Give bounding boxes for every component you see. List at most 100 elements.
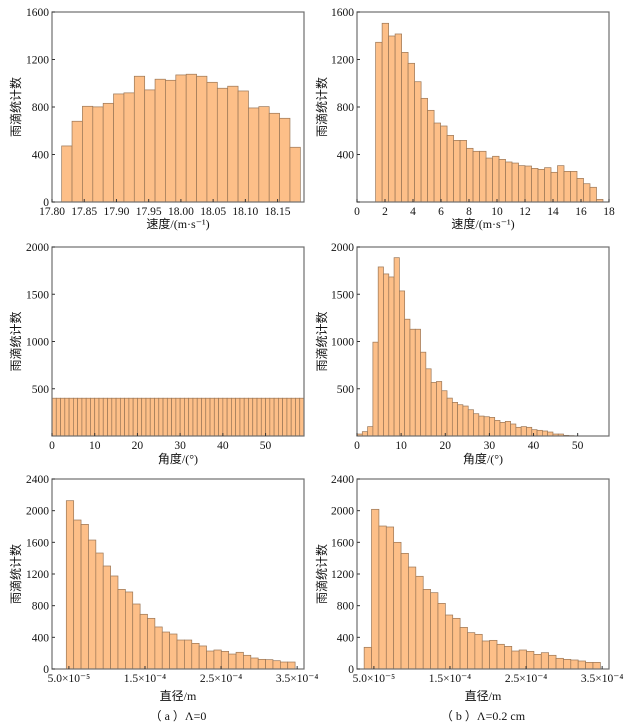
x-tick-label: 18.15 — [265, 206, 291, 218]
histogram-bar — [228, 653, 237, 670]
x-tick-label: 0 — [354, 206, 360, 218]
y-tick-label: 800 — [32, 102, 50, 114]
y-axis-title: 雨滴统计数 — [314, 77, 329, 137]
histogram-bar — [139, 613, 148, 670]
histogram-bar — [154, 626, 163, 670]
histogram-bar — [147, 617, 156, 670]
histogram-bar — [381, 22, 389, 203]
histogram-bar — [258, 106, 270, 203]
histogram-bar — [256, 397, 262, 437]
histogram-bar — [446, 397, 453, 437]
histogram-bar — [375, 41, 383, 203]
x-tick-label: 20 — [132, 440, 144, 452]
histogram-bar — [415, 575, 424, 670]
y-tick-label: 1200 — [26, 569, 49, 581]
y-tick-label: 1600 — [26, 537, 49, 549]
histogram-bar — [408, 566, 417, 670]
y-tick-label: 1200 — [331, 569, 354, 581]
histogram-bar — [55, 397, 61, 437]
histogram-bar — [478, 415, 485, 437]
histogram-bar — [218, 397, 224, 437]
histogram-bar — [457, 404, 464, 437]
histogram-bar — [494, 420, 501, 437]
histogram-bar — [473, 413, 480, 437]
histogram-bar — [132, 603, 141, 670]
histogram-bar — [383, 273, 390, 437]
histogram-bar — [61, 145, 73, 203]
histogram-bar — [171, 397, 177, 437]
y-tick-label: 2000 — [26, 242, 49, 254]
histogram-bar — [73, 397, 78, 437]
histogram-bar — [437, 603, 446, 670]
x-tick-label: 0 — [49, 440, 55, 452]
histogram-bar — [162, 397, 168, 437]
histogram-bar — [132, 397, 138, 437]
y-axis-title: 雨滴统计数 — [8, 77, 23, 137]
x-tick-label: 40 — [217, 440, 229, 452]
histogram-bar — [427, 109, 435, 203]
histogram-bar — [92, 106, 104, 203]
histogram-bar — [414, 81, 422, 203]
histogram-bar — [453, 140, 461, 203]
histogram-bar — [235, 651, 244, 670]
histogram-bar — [196, 75, 208, 203]
histogram-bar — [161, 631, 170, 670]
histogram-bar — [243, 397, 249, 437]
histogram-bar — [111, 397, 117, 437]
x-tick-label: 30 — [484, 440, 496, 452]
x-tick-label: 2.5×10⁻⁴ — [200, 673, 242, 685]
histogram-bar — [420, 97, 428, 203]
histogram-bar — [209, 397, 215, 437]
histogram-bar — [299, 397, 305, 437]
histogram-bar — [290, 397, 296, 437]
histogram-bar — [110, 575, 119, 670]
histogram-bar — [393, 541, 402, 670]
histogram-bar — [102, 397, 108, 437]
histogram-bar — [269, 397, 275, 437]
histogram-bar — [80, 524, 89, 670]
histogram-bar — [367, 426, 374, 437]
histogram-bar — [481, 640, 490, 670]
histogram-bar — [430, 592, 439, 670]
histogram-bar — [378, 525, 387, 670]
x-axis-title: 速度/(m·s⁻¹) — [451, 216, 514, 231]
histogram-bar — [287, 661, 296, 670]
y-tick-label: 1600 — [26, 7, 49, 19]
histogram-bar — [433, 122, 441, 203]
histogram-bar — [81, 397, 87, 437]
histogram-bar — [585, 661, 594, 670]
x-tick-label: 14 — [547, 206, 559, 218]
histogram-bar — [548, 654, 557, 670]
histogram-bar — [117, 589, 126, 670]
y-tick-label: 400 — [337, 150, 355, 162]
x-tick-label: 8 — [466, 206, 472, 218]
x-tick-label: 2 — [382, 206, 388, 218]
histogram-bar — [206, 650, 215, 670]
histogram-bar — [282, 397, 288, 437]
histogram-bar — [388, 276, 395, 437]
histogram-bar — [531, 429, 538, 437]
x-tick-label: 50 — [572, 440, 584, 452]
histogram-bar — [518, 165, 526, 203]
histogram-bar — [137, 397, 143, 437]
histogram-bar — [485, 157, 493, 203]
histogram-bar — [158, 397, 164, 437]
histogram-bar — [107, 397, 113, 437]
histogram-bar — [496, 643, 505, 670]
y-tick-label: 800 — [32, 601, 50, 613]
histogram-bar — [248, 107, 260, 203]
histogram-bar — [166, 397, 172, 437]
histogram-bar — [372, 341, 379, 437]
histogram-bar — [499, 422, 506, 437]
histogram-bar — [248, 397, 254, 437]
histogram-bar — [124, 397, 130, 437]
histogram-bar — [68, 397, 74, 437]
x-tick-label: 1.5×10⁻⁴ — [124, 673, 166, 685]
histogram-bar — [385, 526, 395, 670]
histogram-bar — [504, 421, 511, 437]
histogram-bar — [102, 102, 114, 203]
histogram-bar — [64, 397, 70, 437]
y-axis-title: 雨滴统计数 — [314, 544, 329, 604]
x-tick-label: 3.5×10⁻⁴ — [276, 673, 318, 685]
histogram-bar — [498, 159, 506, 203]
